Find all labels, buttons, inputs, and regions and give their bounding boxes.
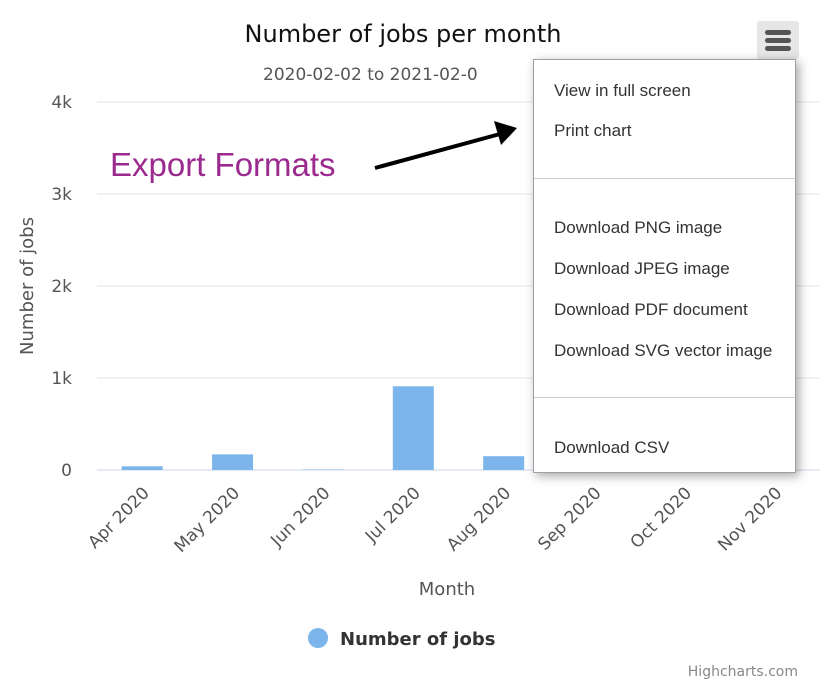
y-tick-label: 4k xyxy=(51,93,72,113)
bar[interactable] xyxy=(392,386,434,470)
credits-link[interactable]: Highcharts.com xyxy=(688,664,798,680)
bar-series xyxy=(121,386,525,470)
y-tick-label: 3k xyxy=(51,185,72,205)
x-tick-label: Sep 2020 xyxy=(534,483,605,554)
menu-item-download-pdf[interactable]: Download PDF document xyxy=(554,300,748,319)
x-axis-ticks: Apr 2020 May 2020 Jun 2020 Jul 2020 Aug 2020… xyxy=(84,483,786,556)
x-tick-label: Apr 2020 xyxy=(84,483,153,552)
y-tick-label: 0 xyxy=(61,461,72,481)
bar[interactable] xyxy=(483,456,525,470)
x-tick-label: Aug 2020 xyxy=(443,483,515,555)
chart-subtitle: 2020-02-02 to 2021-02-0 xyxy=(263,65,478,85)
legend-symbol xyxy=(308,628,328,648)
menu-separator xyxy=(534,178,795,179)
legend-item[interactable]: Number of jobs xyxy=(308,628,495,650)
annotation-arrow-line xyxy=(374,132,501,170)
menu-item-download-csv[interactable]: Download CSV xyxy=(554,438,670,457)
menu-item-view-fullscreen[interactable]: View in full screen xyxy=(554,81,691,100)
menu-item-download-jpeg[interactable]: Download JPEG image xyxy=(554,259,730,278)
x-tick-label: Jun 2020 xyxy=(266,483,334,551)
y-tick-label: 1k xyxy=(51,369,72,389)
arrow-head-icon xyxy=(494,121,517,145)
x-tick-label: Nov 2020 xyxy=(714,483,786,555)
menu-separator xyxy=(534,397,795,398)
bar[interactable] xyxy=(121,466,163,470)
x-tick-label: May 2020 xyxy=(171,483,244,556)
legend-label: Number of jobs xyxy=(340,629,495,650)
y-axis-ticks: 0 1k 2k 3k 4k xyxy=(51,93,72,481)
chart-title: Number of jobs per month xyxy=(245,20,562,48)
x-tick-label: Oct 2020 xyxy=(627,483,696,552)
y-tick-label: 2k xyxy=(51,277,72,297)
x-axis-title: Month xyxy=(419,579,475,600)
context-menu-button[interactable] xyxy=(757,21,799,59)
export-menu: View in full screen Print chart Download… xyxy=(533,59,796,473)
bar[interactable] xyxy=(212,454,254,470)
x-tick-label: Jul 2020 xyxy=(361,483,425,547)
menu-item-download-png[interactable]: Download PNG image xyxy=(554,218,723,237)
menu-item-print-chart[interactable]: Print chart xyxy=(554,121,632,140)
export-formats-annotation: Export Formats xyxy=(110,121,517,183)
menu-item-download-svg[interactable]: Download SVG vector image xyxy=(554,341,773,360)
y-axis-title: Number of jobs xyxy=(17,217,38,355)
annotation-text: Export Formats xyxy=(110,146,336,183)
